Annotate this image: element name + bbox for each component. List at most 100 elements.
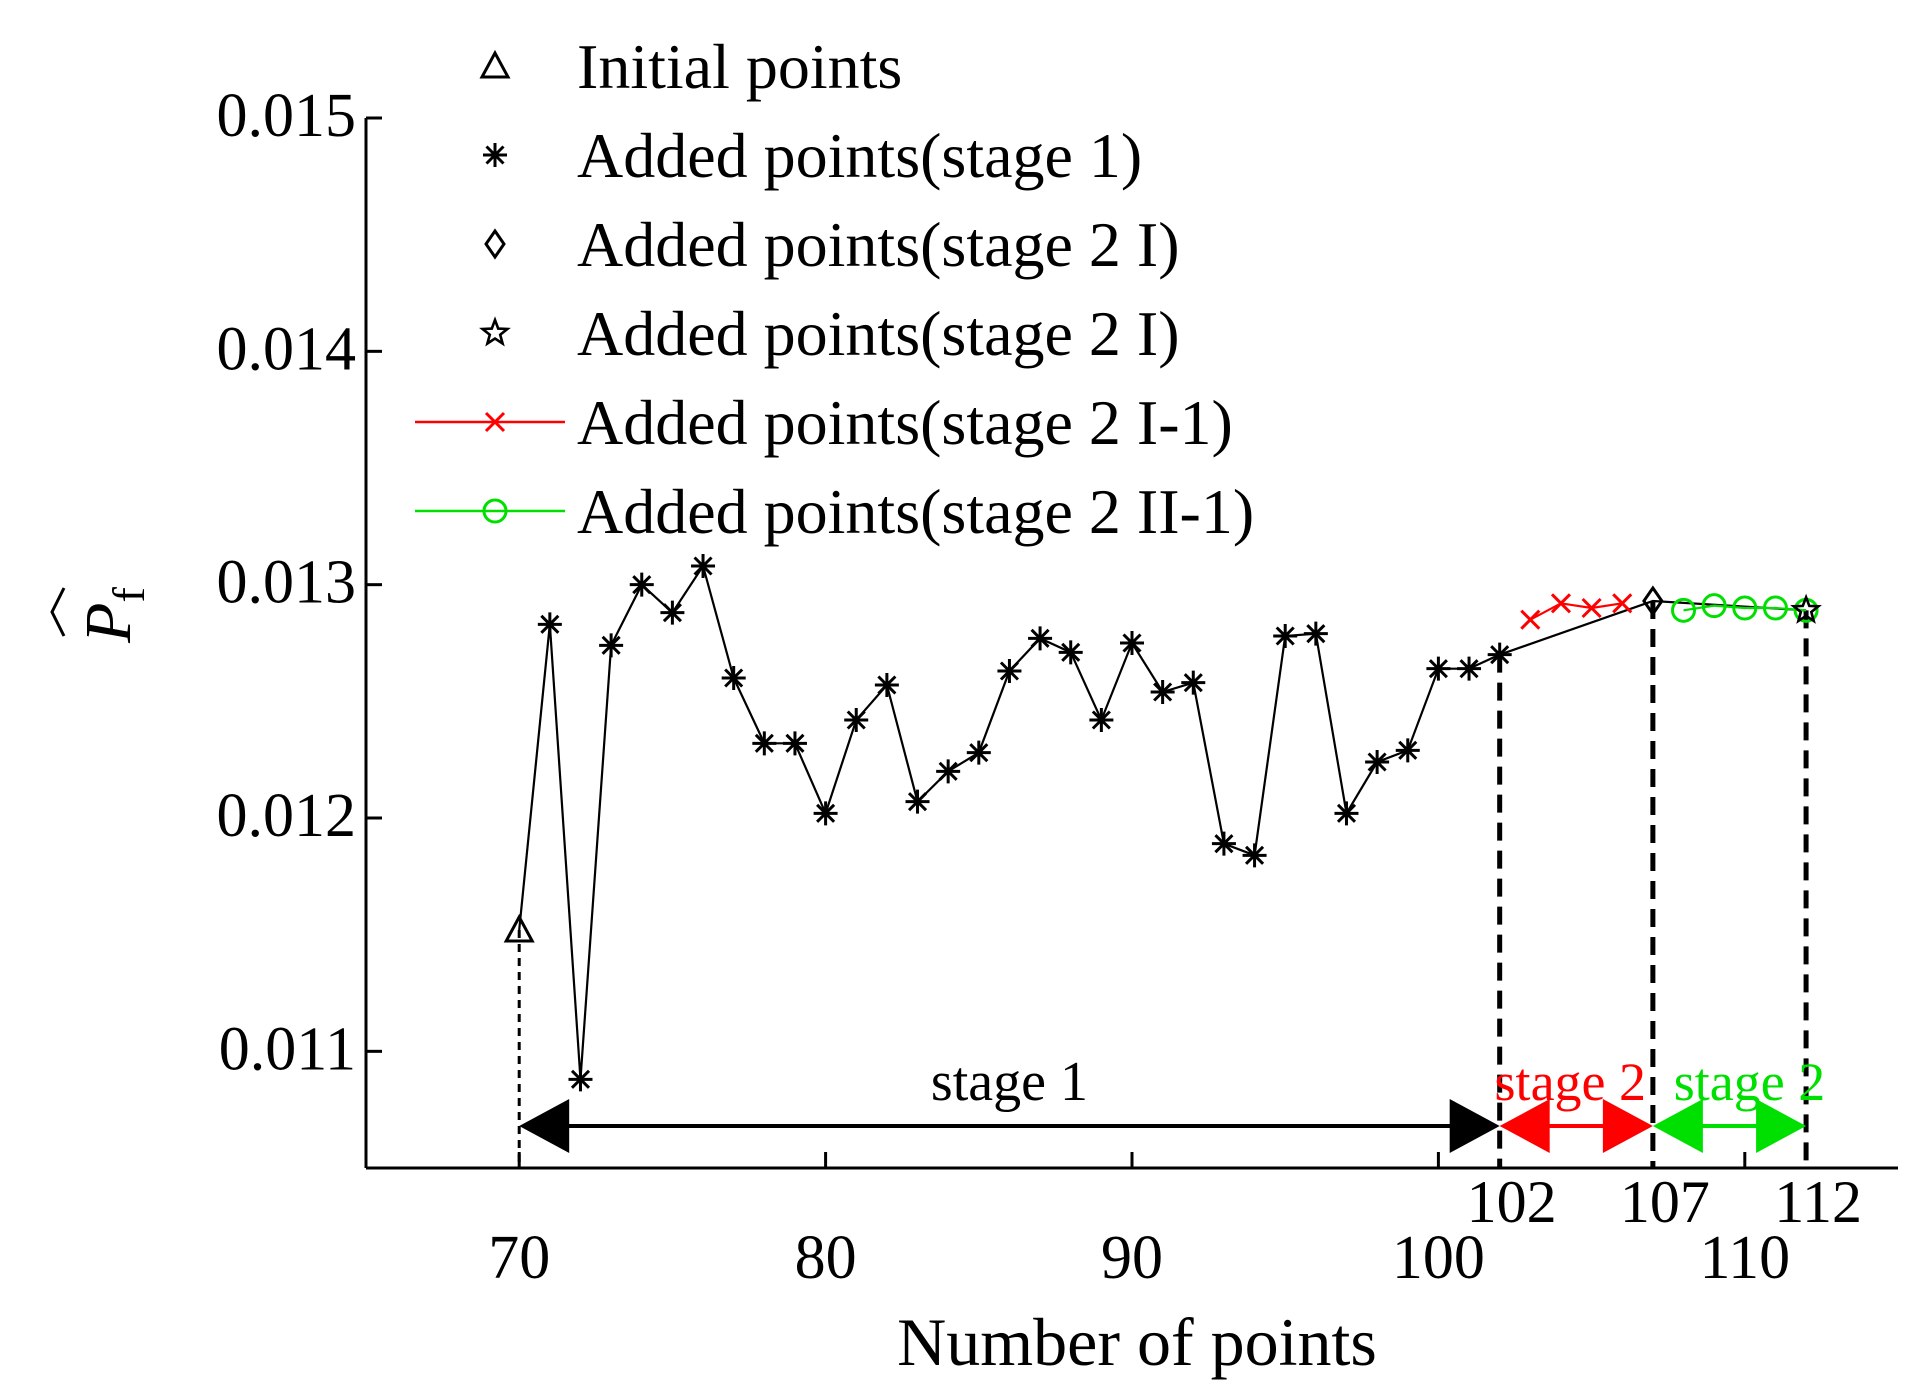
marker-shape: [479, 49, 511, 79]
data-point-x: [1581, 597, 1602, 619]
y-axis-label: Pf: [72, 587, 154, 644]
marker-shape: [1520, 609, 1541, 630]
marker-shape: [1028, 626, 1053, 651]
arrow-head-right: [1449, 1099, 1500, 1153]
marker-shape: [484, 411, 506, 433]
stage-arrow: [1652, 1099, 1807, 1153]
data-point-asterisk: [1058, 640, 1083, 665]
data-point-asterisk: [1395, 738, 1420, 763]
arrow-head-left: [1652, 1099, 1703, 1153]
y-tick-label: 0.011: [219, 1015, 356, 1083]
legend-marker-triangle: [479, 49, 511, 79]
legend-entry: Added points(stage 2 I-1): [415, 387, 1233, 458]
legend-marker-asterisk: [483, 143, 507, 167]
marker-shape: [1089, 708, 1114, 732]
data-point-asterisk: [629, 572, 654, 597]
data-point-asterisk: [1150, 680, 1175, 704]
marker-shape: [503, 913, 535, 943]
data-point-circle: [1671, 597, 1697, 623]
y-axis-label-subscript: f: [103, 587, 154, 603]
data-point-x: [1550, 593, 1572, 614]
data-point-asterisk: [1211, 831, 1236, 856]
marker-shape: [1181, 670, 1206, 695]
marker-shape: [721, 666, 746, 690]
x-tick-label: 110: [1699, 1224, 1790, 1292]
data-point-x: [1612, 593, 1633, 614]
data-point-circle: [1732, 595, 1758, 621]
legend-marker-star: [479, 316, 511, 347]
data-point-asterisk: [936, 759, 961, 784]
marker-shape: [599, 633, 624, 658]
stage-label: stage 2: [1674, 1052, 1825, 1112]
marker-shape: [1671, 597, 1697, 623]
marker-shape: [844, 708, 869, 732]
data-point-asterisk: [1426, 656, 1451, 681]
legend-label: Added points(stage 2 I): [577, 298, 1180, 369]
series-line-stage-1: [518, 563, 1501, 1080]
data-point-asterisk: [752, 731, 777, 756]
marker-shape: [1273, 624, 1298, 648]
legend-entry: Initial points: [479, 31, 902, 102]
data-point-asterisk: [1181, 670, 1206, 695]
data-point-asterisk: [782, 731, 807, 756]
arrow-head-left: [519, 1099, 570, 1153]
marker-shape: [1762, 595, 1788, 621]
marker-shape: [1150, 680, 1175, 704]
data-point-asterisk: [997, 659, 1022, 683]
marker-shape: [936, 759, 961, 784]
data-point-asterisk: [1365, 750, 1390, 774]
stage-label: stage 1: [931, 1051, 1088, 1113]
marker-shape: [484, 228, 506, 260]
legend-label: Initial points: [577, 31, 902, 102]
y-tick-label: 0.012: [217, 782, 357, 850]
data-point-x: [1520, 609, 1541, 630]
series-lines: [518, 563, 1807, 1080]
stage-annotations: stage 1 stage 2 stage 2: [519, 1051, 1825, 1153]
marker-shape: [660, 600, 685, 625]
data-point-asterisk: [1334, 801, 1359, 826]
marker-shape: [1120, 631, 1144, 655]
marker-shape: [691, 554, 716, 578]
data-point-asterisk: [599, 633, 624, 658]
marker-shape: [997, 659, 1022, 683]
arrow-head-right: [1756, 1099, 1807, 1153]
data-point-circle: [1701, 593, 1727, 619]
x-tick-label: 80: [795, 1224, 857, 1292]
marker-shape: [1790, 593, 1822, 624]
x-tick-label: 100: [1392, 1224, 1485, 1292]
dashed-guide-label: 102: [1467, 1169, 1557, 1235]
y-axis-label-hat: [50, 587, 66, 637]
legend-label: Added points(stage 2 I): [577, 209, 1180, 280]
data-point-asterisk: [1028, 626, 1053, 651]
data-point-asterisk: [1487, 642, 1512, 667]
series-markers: [503, 554, 1822, 1092]
marker-shape: [752, 731, 777, 756]
marker-shape: [1581, 597, 1602, 619]
marker-shape: [1303, 621, 1328, 646]
marker-shape: [1612, 593, 1633, 614]
x-tick-label: 90: [1101, 1224, 1163, 1292]
marker-shape: [1732, 595, 1758, 621]
data-point-asterisk: [1457, 656, 1482, 681]
data-point-star: [1790, 593, 1822, 624]
legend-marker-circle: [482, 498, 508, 524]
marker-shape: [1334, 801, 1359, 826]
marker-shape: [1701, 593, 1727, 619]
marker-shape: [874, 673, 899, 697]
marker-shape: [966, 740, 991, 765]
axes: 0.011 0.012 0.013 0.014 0.015 70 80 90 100 110: [217, 82, 1898, 1292]
y-tick-label: 0.014: [217, 315, 357, 383]
marker-shape: [568, 1067, 593, 1092]
marker-shape: [483, 143, 507, 167]
marker-shape: [1642, 585, 1664, 617]
marker-shape: [1487, 642, 1512, 667]
data-point-asterisk: [691, 554, 716, 578]
marker-shape: [813, 801, 838, 826]
legend-marker-diamond: [484, 228, 506, 260]
y-tick-label: 0.013: [217, 549, 357, 617]
x-axis-label: Number of points: [897, 1304, 1377, 1380]
marker-shape: [1457, 656, 1482, 681]
marker-shape: [1365, 750, 1390, 774]
data-point-asterisk: [813, 801, 838, 826]
